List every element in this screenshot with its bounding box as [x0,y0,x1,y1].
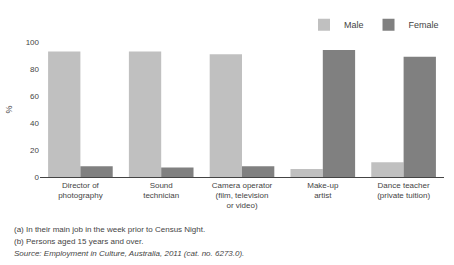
svg-text:0: 0 [35,173,40,182]
svg-text:Source: Employment in Culture,: Source: Employment in Culture, Australia… [14,249,244,258]
svg-text:Soundtechnician: Soundtechnician [143,181,179,200]
svg-text:80: 80 [30,65,39,74]
svg-text:Male: Male [344,20,364,30]
svg-text:Female: Female [409,20,439,30]
svg-text:%: % [4,105,14,113]
svg-text:(b) Persons aged 15 years and: (b) Persons aged 15 years and over. [14,237,143,246]
svg-text:20: 20 [30,146,39,155]
svg-text:Camera operator(film, televisi: Camera operator(film, televisionor video… [212,181,273,211]
svg-text:Director ofphotography: Director ofphotography [58,181,102,200]
svg-text:60: 60 [30,92,39,101]
svg-text:100: 100 [26,38,40,47]
svg-text:(a) In their main job in the w: (a) In their main job in the week prior … [14,225,205,234]
svg-text:Dance teacher(private tuition): Dance teacher(private tuition) [377,181,430,200]
svg-text:Make-upartist: Make-upartist [307,181,339,200]
svg-text:40: 40 [30,119,39,128]
